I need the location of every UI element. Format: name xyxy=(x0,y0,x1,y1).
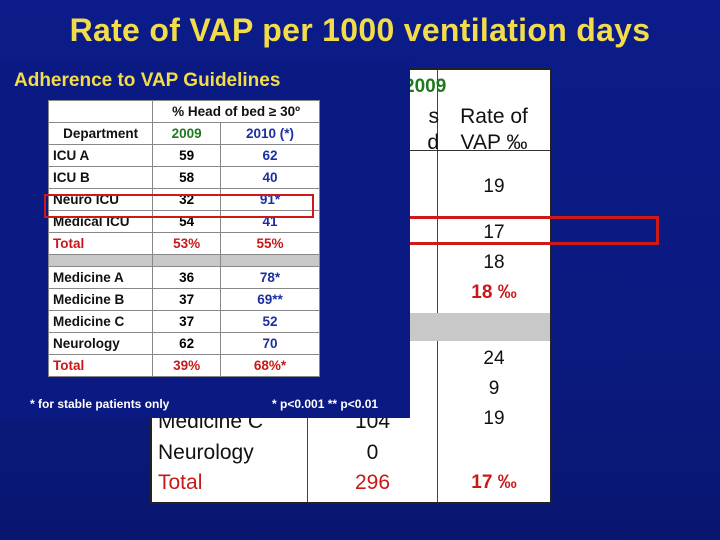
value-2009: 37 xyxy=(152,310,221,333)
dept-cell: Medicine C xyxy=(47,310,154,333)
dept-total: Total xyxy=(47,354,154,377)
value-2010: 62 xyxy=(219,144,321,167)
dept-cell: Neurology xyxy=(47,332,154,355)
total-2010: 55% xyxy=(219,232,321,255)
separator-cell xyxy=(152,254,221,267)
neuro-icu-highlight xyxy=(44,194,314,218)
table-row: ICU A 59 62 xyxy=(47,144,321,167)
table-row: Neurology 62 70 xyxy=(47,332,321,355)
value-2009: 59 xyxy=(152,144,221,167)
value-2009: 62 xyxy=(152,332,221,355)
rate-cell: 9 xyxy=(488,378,500,399)
dept-cell: Medicine A xyxy=(47,266,154,289)
table-header-row: % Head of bed ≥ 30º xyxy=(47,100,320,123)
dept-cell: ICU A xyxy=(47,144,154,167)
value-2010: 78* xyxy=(219,266,321,289)
adherence-table: % Head of bed ≥ 30º Department 2009 2010… xyxy=(47,100,321,377)
dept-header: Department xyxy=(47,122,154,145)
dept-cell: Neurology xyxy=(158,441,254,464)
dept-cell: Medicine B xyxy=(47,288,154,311)
separator-cell xyxy=(219,254,321,267)
footnote-pvalues: * p<0.001 ** p<0.01 xyxy=(272,397,379,411)
table-row: Total 53% 55% xyxy=(47,232,321,255)
table-row: Medicine C 37 52 xyxy=(47,310,321,333)
year-header: 2009 xyxy=(404,76,447,97)
days-cell: 0 xyxy=(366,441,379,464)
value-2010: 52 xyxy=(219,310,321,333)
value-2010: 70 xyxy=(219,332,321,355)
total-2010: 68%* xyxy=(219,354,321,377)
dept-cell: ICU B xyxy=(47,166,154,189)
days-total: 296 xyxy=(354,471,391,494)
highlight-box xyxy=(388,216,659,245)
rate-cell: 19 xyxy=(483,408,505,429)
year-2010-header: 2010 (*) xyxy=(219,122,321,145)
value-2009: 37 xyxy=(152,288,221,311)
table-row: ICU B 58 40 xyxy=(47,166,321,189)
rate-cell: 17 xyxy=(483,222,505,243)
rate-total: 18 ‰ xyxy=(471,282,517,303)
table-row: Medicine A 36 78* xyxy=(47,266,321,289)
year-2009-header: 2009 xyxy=(152,122,221,145)
footnote-stable: * for stable patients only xyxy=(30,397,170,411)
value-2009: 58 xyxy=(152,166,221,189)
table-row: Total 39% 68%* xyxy=(47,354,321,377)
section-separator xyxy=(47,254,321,267)
rate-cell: 19 xyxy=(483,176,505,197)
adherence-title: Adherence to VAP Guidelines xyxy=(14,70,281,91)
dept-total: Total xyxy=(47,232,154,255)
value-2009: 36 xyxy=(152,266,221,289)
rate-cell: 18 xyxy=(483,252,505,273)
separator-cell xyxy=(47,254,154,267)
value-2010: 69** xyxy=(219,288,321,311)
header-empty-cell xyxy=(47,100,153,123)
total-2009: 39% xyxy=(152,354,221,377)
value-2010: 40 xyxy=(219,166,321,189)
table-row: Medicine B 37 69** xyxy=(47,288,321,311)
table-header-row: Department 2009 2010 (*) xyxy=(47,122,321,145)
dept-total: Total xyxy=(158,471,203,494)
column-divider xyxy=(437,70,438,502)
rate-cell: 24 xyxy=(483,348,505,369)
days-header: s d xyxy=(427,105,439,154)
rate-total: 17 ‰ xyxy=(471,472,517,493)
rate-header: Rate of VAP ‰ xyxy=(460,105,528,154)
total-2009: 53% xyxy=(152,232,221,255)
measure-header: % Head of bed ≥ 30º xyxy=(152,100,320,123)
slide-title: Rate of VAP per 1000 ventilation days xyxy=(69,12,651,48)
